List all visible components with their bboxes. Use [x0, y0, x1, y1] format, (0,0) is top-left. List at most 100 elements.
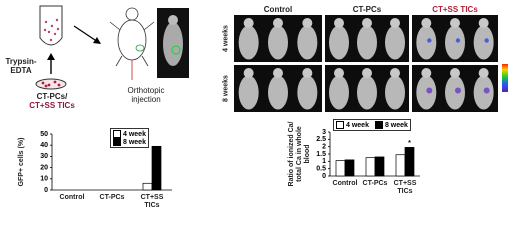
mouse-body [268, 25, 288, 60]
bar [335, 160, 346, 177]
mouse-head [243, 18, 254, 28]
bar [365, 157, 376, 177]
mouse-body [416, 25, 437, 60]
dish [35, 78, 67, 90]
mouse-drawing [109, 7, 155, 80]
legend-swatch [374, 121, 383, 129]
legend: 4 week 8 week [333, 119, 411, 131]
row-label: 8 weeks [222, 74, 230, 102]
mouse-head [302, 68, 313, 78]
y-tick-label: 0 [44, 187, 48, 194]
mouse-head [390, 18, 400, 28]
y-tick-label: 2.5 [316, 136, 326, 143]
bar [374, 156, 385, 177]
legend-label: 4 week [346, 121, 369, 129]
x-tick-label: Control [59, 194, 85, 201]
y-axis-label: GFP+ cells (%) [18, 137, 25, 187]
luminescence [455, 87, 461, 94]
legend-label: 8 week [384, 121, 408, 129]
x-tick-label: CT+SS TICs [393, 180, 417, 195]
x-tick-label: CT-PCs [99, 194, 125, 201]
mouse-photo-body [163, 22, 183, 66]
arrow [73, 25, 99, 43]
legend-swatch [113, 138, 121, 146]
y-tick-label: 40 [40, 142, 48, 149]
mouse-body [357, 25, 377, 60]
y-tick-label: 2 [322, 144, 326, 151]
y-tick-label: 20 [40, 164, 48, 171]
mouse-body [268, 75, 288, 110]
mouse-head [362, 68, 372, 78]
legend-item: 4 week [113, 130, 146, 138]
legend: 4 week 8 week [110, 128, 149, 148]
y-tick-label: 10 [40, 176, 48, 183]
mouse-body [297, 75, 318, 110]
annotation: * [408, 140, 411, 147]
legend-item: 8 week [113, 138, 146, 146]
colorbar [502, 64, 508, 92]
luminescence [483, 87, 490, 94]
tube-label: Trypsin-EDTA [5, 57, 37, 75]
figure: 0 10 20 30 40 50 0 0.5 1 1.5 2 2.5 3 * Trypsin-EDTA C… [5, 5, 508, 209]
y-axis-label: Ratio of ionized Ca/ total Ca in whole b… [288, 121, 311, 187]
arrow-head [93, 37, 101, 44]
mouse-head [273, 68, 283, 78]
y-tick-label: 1.5 [316, 151, 326, 158]
bar [344, 159, 355, 177]
bar [151, 145, 162, 191]
legend-label: 4 week [123, 130, 146, 138]
column-header: Control [263, 5, 293, 14]
luminescence [427, 38, 432, 43]
y-tick-label: 0 [322, 173, 326, 180]
legend-item: 8 week [374, 121, 408, 129]
mouse-body [445, 75, 465, 110]
injection-label: Orthotopic injection [127, 86, 165, 104]
bar [404, 147, 415, 177]
mouse-photo-tumor [171, 45, 181, 55]
mouse-head [450, 18, 460, 28]
x-tick-label: Control [332, 180, 358, 187]
dish-label: CT-PCs/ [36, 92, 68, 101]
x-tick-label: CT-PCs [362, 180, 388, 187]
legend-swatch [336, 121, 344, 129]
mouse-head [478, 18, 489, 28]
bar [142, 182, 153, 191]
mouse-head [421, 18, 432, 28]
mouse-head [334, 18, 344, 28]
mouse-head [390, 68, 400, 78]
mouse-body [473, 75, 494, 110]
bar [395, 154, 406, 177]
dish-label: CT+SS TICs [29, 101, 75, 110]
dish-cells [41, 80, 61, 88]
legend-label: 8 week [123, 138, 146, 146]
mouse-head [478, 68, 489, 78]
mouse-head [302, 18, 313, 28]
mouse-body [238, 75, 259, 110]
y-tick-label: 3 [322, 129, 326, 136]
mouse-head [362, 18, 372, 28]
mouse-head [450, 68, 460, 78]
mouse-body [329, 25, 349, 60]
mouse-body [238, 25, 259, 60]
x-tick-label: CT+SS TICs [140, 194, 164, 209]
luminescence [455, 38, 461, 43]
y-tick-label: 50 [40, 131, 48, 138]
y-tick-label: 30 [40, 153, 48, 160]
mouse-head [273, 18, 283, 28]
mouse-body [416, 75, 437, 110]
mouse-body [357, 75, 377, 110]
mouse-photo-head [168, 15, 178, 25]
luminescence [484, 38, 489, 43]
luminescence [426, 87, 433, 94]
arrow-head [47, 53, 55, 60]
mouse-body [445, 25, 465, 60]
tube-cells [43, 18, 60, 42]
mouse-body [473, 25, 494, 60]
legend-swatch [113, 130, 121, 138]
mouse-head [243, 68, 254, 78]
y-tick-label: 0.5 [316, 166, 326, 173]
legend-item: 4 week [336, 121, 369, 129]
mouse-body [297, 25, 318, 60]
column-header: CT-PCs [352, 5, 382, 14]
mouse-head [334, 68, 344, 78]
